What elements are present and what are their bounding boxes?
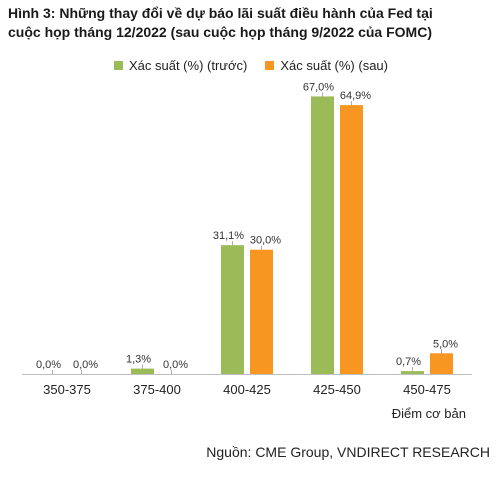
- bar-before-375-400: [131, 368, 154, 374]
- bar-after-450-475: [430, 353, 453, 374]
- bar-before-400-425: [221, 245, 244, 374]
- x-tick-label-375-400: 375-400: [133, 382, 181, 397]
- data-label-after-375-400: 0,0%: [163, 359, 188, 371]
- x-tick-label-450-475: 450-475: [403, 382, 451, 397]
- x-tick-label-425-450: 425-450: [313, 382, 361, 397]
- legend-label-after: Xác suất (%) (sau): [280, 58, 388, 73]
- data-label-after-350-375: 0,0%: [73, 359, 98, 371]
- chart-title-line-1: Hình 3: Những thay đổi về dự báo lãi suấ…: [8, 5, 433, 21]
- legend-item-after: Xác suất (%) (sau): [265, 58, 388, 73]
- data-label-after-425-450: 64,9%: [340, 90, 371, 102]
- source-note: Nguồn: CME Group, VNDIRECT RESEARCH: [206, 444, 490, 460]
- legend-item-before: Xác suất (%) (trước): [113, 58, 248, 73]
- bar-before-425-450: [311, 96, 334, 374]
- bar-before-450-475: [401, 371, 424, 374]
- chart-legend: Xác suất (%) (trước) Xác suất (%) (sau): [0, 58, 502, 73]
- x-tick-label-400-425: 400-425: [223, 382, 271, 397]
- x-axis-label: Điểm cơ bản: [392, 406, 466, 421]
- legend-label-before: Xác suất (%) (trước): [128, 58, 248, 73]
- bar-after-400-425: [250, 249, 273, 374]
- chart-title: Hình 3: Những thay đổi về dự báo lãi suấ…: [8, 4, 496, 42]
- data-label-before-450-475: 0,7%: [396, 356, 421, 368]
- chart-title-line-2: cuộc họp tháng 12/2022 (sau cuộc họp thá…: [8, 24, 432, 40]
- data-label-before-375-400: 1,3%: [126, 354, 151, 366]
- data-label-before-425-450: 67,0%: [303, 81, 334, 93]
- data-label-before-400-425: 31,1%: [213, 230, 244, 242]
- data-label-after-450-475: 5,0%: [433, 338, 458, 350]
- data-label-after-400-425: 30,0%: [250, 235, 281, 247]
- data-label-before-350-375: 0,0%: [36, 359, 61, 371]
- bar-after-425-450: [340, 105, 363, 374]
- legend-swatch-before: [113, 61, 123, 70]
- x-tick-label-350-375: 350-375: [43, 382, 91, 397]
- legend-swatch-after: [265, 61, 275, 70]
